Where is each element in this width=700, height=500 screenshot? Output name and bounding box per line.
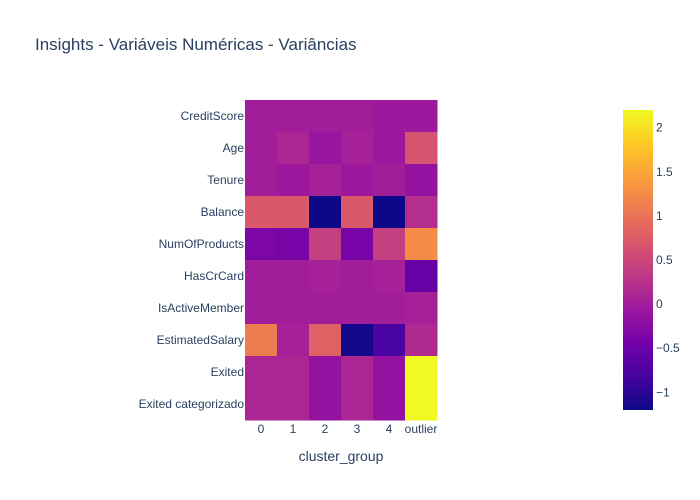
colorbar-gradient <box>623 110 653 410</box>
heatmap-cell <box>309 100 342 133</box>
heatmap-cell <box>405 228 438 261</box>
heatmap-cell <box>405 292 438 325</box>
heatmap-cells <box>245 100 438 421</box>
heatmap-cell <box>245 260 278 293</box>
heatmap-cell <box>405 164 438 197</box>
heatmap-cell <box>405 260 438 293</box>
x-tick-label: 4 <box>386 422 393 436</box>
heatmap-cell <box>373 164 406 197</box>
heatmap-cell <box>405 132 438 165</box>
heatmap-cell <box>405 196 438 229</box>
heatmap-cell <box>373 292 406 325</box>
heatmap-cell <box>245 100 278 133</box>
y-tick-label: Age <box>223 141 245 155</box>
heatmap-cell <box>245 388 278 421</box>
chart-title: Insights - Variáveis Numéricas - Variânc… <box>35 35 357 54</box>
y-tick-label: HasCrCard <box>184 269 244 283</box>
x-axis-title: cluster_group <box>299 448 384 464</box>
heatmap-cell <box>341 356 374 389</box>
y-tick-label: EstimatedSalary <box>157 333 244 347</box>
y-axis-tick-labels: CreditScore Age Tenure Balance NumOfProducts… <box>139 109 245 411</box>
heatmap-cell <box>277 228 310 261</box>
heatmap-cell <box>277 260 310 293</box>
heatmap-cell <box>341 196 374 229</box>
heatmap-cell <box>341 228 374 261</box>
heatmap-cell <box>341 324 374 357</box>
heatmap-cell <box>373 132 406 165</box>
heatmap-cell <box>309 356 342 389</box>
colorbar-tick-label: 0 <box>656 297 663 311</box>
heatmap-cell <box>341 132 374 165</box>
colorbar-tick-label: −0.5 <box>656 341 680 355</box>
heatmap-cell <box>277 100 310 133</box>
heatmap-cell <box>373 100 406 133</box>
x-tick-label: 1 <box>290 422 297 436</box>
heatmap-cell <box>373 260 406 293</box>
heatmap-cell <box>277 196 310 229</box>
heatmap-cell <box>309 388 342 421</box>
heatmap-cell <box>405 100 438 133</box>
colorbar-tick-label: 2 <box>656 121 663 135</box>
heatmap-cell <box>341 100 374 133</box>
heatmap-cell <box>309 324 342 357</box>
heatmap-cell <box>373 356 406 389</box>
x-tick-label: outlier <box>405 422 438 436</box>
y-tick-label: Exited <box>211 365 244 379</box>
colorbar-tick-label: 1 <box>656 209 663 223</box>
heatmap-cell <box>309 292 342 325</box>
heatmap-cell <box>245 196 278 229</box>
heatmap-cell <box>277 388 310 421</box>
heatmap-cell <box>245 132 278 165</box>
colorbar-tick-label: 1.5 <box>656 165 673 179</box>
heatmap-cell <box>309 228 342 261</box>
heatmap-cell <box>373 196 406 229</box>
heatmap-cell <box>245 228 278 261</box>
y-tick-label: Tenure <box>207 173 244 187</box>
y-tick-label: CreditScore <box>181 109 245 123</box>
x-tick-label: 2 <box>322 422 329 436</box>
colorbar-tick-label: 0.5 <box>656 253 673 267</box>
y-tick-label: NumOfProducts <box>159 237 244 251</box>
heatmap-cell <box>309 132 342 165</box>
x-tick-label: 3 <box>354 422 361 436</box>
heatmap-cell <box>373 388 406 421</box>
heatmap-cell <box>309 164 342 197</box>
heatmap-cell <box>405 356 438 389</box>
x-tick-label: 0 <box>258 422 265 436</box>
heatmap-cell <box>405 324 438 357</box>
heatmap-cell <box>309 196 342 229</box>
y-tick-label: Exited categorizado <box>139 397 245 411</box>
heatmap-cell <box>245 324 278 357</box>
heatmap-cell <box>245 164 278 197</box>
y-tick-label: IsActiveMember <box>158 301 244 315</box>
heatmap-cell <box>341 260 374 293</box>
heatmap-cell <box>277 356 310 389</box>
heatmap-cell <box>277 292 310 325</box>
heatmap-cell <box>309 260 342 293</box>
heatmap-cell <box>245 356 278 389</box>
heatmap-cell <box>245 292 278 325</box>
heatmap-cell <box>277 132 310 165</box>
heatmap-cell <box>341 164 374 197</box>
heatmap-cell <box>341 388 374 421</box>
heatmap-cell <box>341 292 374 325</box>
heatmap-cell <box>277 324 310 357</box>
y-tick-label: Balance <box>201 205 245 219</box>
heatmap-cell <box>373 324 406 357</box>
heatmap-cell <box>405 388 438 421</box>
x-axis-tick-labels: 0 1 2 3 4 outlier <box>258 422 438 436</box>
colorbar: 2 1.5 1 0.5 0 −0.5 −1 <box>623 110 680 410</box>
colorbar-tick-label: −1 <box>656 385 670 399</box>
heatmap-cell <box>277 164 310 197</box>
heatmap-cell <box>373 228 406 261</box>
